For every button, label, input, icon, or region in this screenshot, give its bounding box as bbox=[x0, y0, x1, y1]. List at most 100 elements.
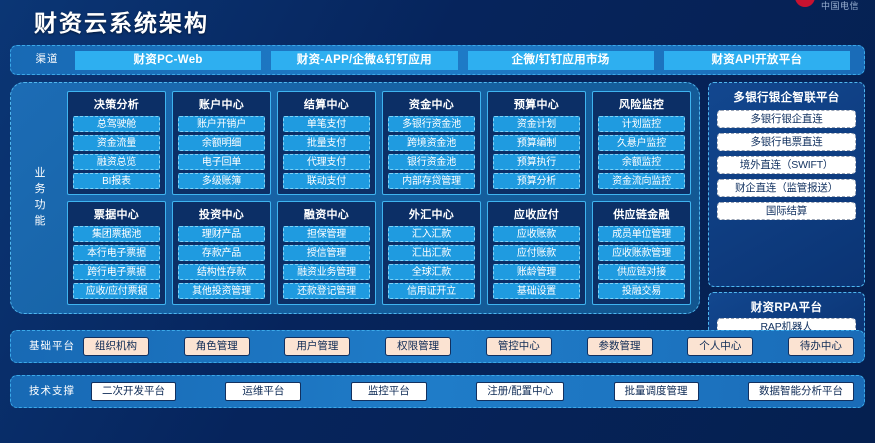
bank-panel-title: 多银行银企智联平台 bbox=[733, 92, 840, 104]
base-platform-band: 基础平台 组织机构 角色管理 用户管理 权限管理 管控中心 参数管理 个人中心 … bbox=[10, 330, 865, 363]
bank-panel-chip[interactable]: 财企直连（监管报送） bbox=[717, 179, 856, 197]
module-decision-analysis[interactable]: 决策分析 总驾驶舱 资金流量 融资总览 BI报表 bbox=[67, 91, 166, 195]
tech-support-chip[interactable]: 监控平台 bbox=[350, 382, 427, 401]
module-chip[interactable]: 本行电子票据 bbox=[73, 245, 160, 261]
module-chip[interactable]: 还款登记管理 bbox=[283, 283, 370, 299]
tech-support-chip[interactable]: 数据智能分析平台 bbox=[747, 382, 854, 401]
module-chip[interactable]: 单笔支付 bbox=[283, 116, 370, 132]
module-chip[interactable]: 应收/应付票据 bbox=[73, 283, 160, 299]
base-platform-chip[interactable]: 管控中心 bbox=[485, 337, 552, 356]
rpa-panel-title: 财资RPA平台 bbox=[750, 302, 823, 314]
tech-support-chip[interactable]: 批量调度管理 bbox=[613, 382, 699, 401]
module-chip[interactable]: 预算执行 bbox=[493, 154, 580, 170]
bank-panel-chip[interactable]: 多银行银企直连 bbox=[717, 110, 856, 128]
channel-chip[interactable]: 财资PC-Web bbox=[75, 50, 262, 70]
module-chip[interactable]: BI报表 bbox=[73, 173, 160, 189]
module-bill-center[interactable]: 票据中心 集团票据池 本行电子票据 跨行电子票据 应收/应付票据 bbox=[67, 201, 166, 305]
module-chip[interactable]: 账龄管理 bbox=[493, 264, 580, 280]
module-chip[interactable]: 批量支付 bbox=[283, 135, 370, 151]
tech-support-chip[interactable]: 二次开发平台 bbox=[91, 382, 176, 401]
module-chip[interactable]: 联动支付 bbox=[283, 173, 370, 189]
module-investment-center[interactable]: 投资中心 理财产品 存款产品 结构性存款 其他投资管理 bbox=[172, 201, 271, 305]
module-chip[interactable]: 内部存贷管理 bbox=[388, 173, 475, 189]
module-chip[interactable]: 电子回单 bbox=[178, 154, 265, 170]
module-chip[interactable]: 跨境资金池 bbox=[388, 135, 475, 151]
module-financing-center[interactable]: 融资中心 担保管理 授信管理 融资业务管理 还款登记管理 bbox=[277, 201, 376, 305]
business-module-row: 票据中心 集团票据池 本行电子票据 跨行电子票据 应收/应付票据 投资中心 理财… bbox=[67, 201, 691, 305]
channel-chip[interactable]: 财资API开放平台 bbox=[663, 50, 850, 70]
module-account-center[interactable]: 账户中心 账户开销户 余额明细 电子回单 多级账簿 bbox=[172, 91, 271, 195]
module-chip[interactable]: 担保管理 bbox=[283, 226, 370, 242]
module-title: 票据中心 bbox=[93, 209, 140, 221]
module-chip[interactable]: 资金流量 bbox=[73, 135, 160, 151]
module-chip[interactable]: 汇入汇款 bbox=[388, 226, 475, 242]
module-chip[interactable]: 资金计划 bbox=[493, 116, 580, 132]
module-chip[interactable]: 基础设置 bbox=[493, 283, 580, 299]
module-chip[interactable]: 其他投资管理 bbox=[178, 283, 265, 299]
module-receivable-payable[interactable]: 应收应付 应收账款 应付账款 账龄管理 基础设置 bbox=[487, 201, 586, 305]
module-chip[interactable]: 授信管理 bbox=[283, 245, 370, 261]
channel-chip[interactable]: 企微/钉钉应用市场 bbox=[467, 50, 654, 70]
module-chip[interactable]: 多银行资金池 bbox=[388, 116, 475, 132]
base-platform-chip[interactable]: 角色管理 bbox=[183, 337, 250, 356]
business-functions-label: 业 务 功 能 bbox=[15, 88, 65, 308]
module-chip[interactable]: 结构性存款 bbox=[178, 264, 265, 280]
module-budget-center[interactable]: 预算中心 资金计划 预算编制 预算执行 预算分析 bbox=[487, 91, 586, 195]
module-chip[interactable]: 跨行电子票据 bbox=[73, 264, 160, 280]
module-chip[interactable]: 投融交易 bbox=[598, 283, 685, 299]
module-title: 外汇中心 bbox=[408, 209, 455, 221]
module-chip[interactable]: 余额明细 bbox=[178, 135, 265, 151]
module-fund-center[interactable]: 资金中心 多银行资金池 跨境资金池 银行资金池 内部存贷管理 bbox=[382, 91, 481, 195]
module-chip[interactable]: 集团票据池 bbox=[73, 226, 160, 242]
base-platform-label: 基础平台 bbox=[29, 340, 75, 353]
module-chip[interactable]: 计划监控 bbox=[598, 116, 685, 132]
module-title: 风险监控 bbox=[618, 99, 665, 111]
bank-panel-chip[interactable]: 国际结算 bbox=[717, 202, 856, 220]
tech-support-label: 技术支撑 bbox=[29, 384, 75, 397]
module-chip[interactable]: 汇出汇款 bbox=[388, 245, 475, 261]
module-title: 投资中心 bbox=[198, 209, 245, 221]
module-title: 结算中心 bbox=[303, 99, 350, 111]
bank-panel-chip[interactable]: 境外直连（SWIFT） bbox=[717, 156, 856, 174]
bank-panel-chip[interactable]: 多银行电票直连 bbox=[717, 133, 856, 151]
module-chip[interactable]: 应付账款 bbox=[493, 245, 580, 261]
tech-support-chip[interactable]: 注册/配置中心 bbox=[476, 382, 565, 401]
business-label-char: 务 bbox=[34, 183, 46, 196]
module-supply-chain-finance[interactable]: 供应链金融 成员单位管理 应收账款管理 供应链对接 投融交易 bbox=[592, 201, 691, 305]
base-platform-chip[interactable]: 组织机构 bbox=[83, 337, 149, 356]
base-platform-chip[interactable]: 权限管理 bbox=[385, 337, 452, 356]
module-chip[interactable]: 融资总览 bbox=[73, 154, 160, 170]
module-chip[interactable]: 融资业务管理 bbox=[283, 264, 370, 280]
module-chip[interactable]: 预算编制 bbox=[493, 135, 580, 151]
module-chip[interactable]: 存款产品 bbox=[178, 245, 265, 261]
module-chip[interactable]: 全球汇款 bbox=[388, 264, 475, 280]
business-label-char: 能 bbox=[34, 214, 46, 227]
module-risk-monitoring[interactable]: 风险监控 计划监控 久悬户监控 余额监控 资金流向监控 bbox=[592, 91, 691, 195]
module-chip[interactable]: 预算分析 bbox=[493, 173, 580, 189]
base-platform-chip[interactable]: 个人中心 bbox=[687, 337, 754, 356]
channel-chip[interactable]: 财资-APP/企微&钉钉应用 bbox=[271, 50, 458, 70]
module-chip[interactable]: 信用证开立 bbox=[388, 283, 475, 299]
module-chip[interactable]: 余额监控 bbox=[598, 154, 685, 170]
module-chip[interactable]: 成员单位管理 bbox=[598, 226, 685, 242]
base-platform-chip[interactable]: 待办中心 bbox=[787, 337, 854, 356]
module-chip[interactable]: 总驾驶舱 bbox=[73, 116, 160, 132]
module-chip[interactable]: 理财产品 bbox=[178, 226, 265, 242]
module-chip[interactable]: 代理支付 bbox=[283, 154, 370, 170]
business-label-char: 业 bbox=[34, 167, 46, 180]
module-chip[interactable]: 账户开销户 bbox=[178, 116, 265, 132]
module-settlement-center[interactable]: 结算中心 单笔支付 批量支付 代理支付 联动支付 bbox=[277, 91, 376, 195]
module-chip[interactable]: 多级账簿 bbox=[178, 173, 265, 189]
page-title: 财资云系统架构 bbox=[34, 10, 209, 36]
module-chip[interactable]: 应收账款 bbox=[493, 226, 580, 242]
base-platform-chip[interactable]: 用户管理 bbox=[284, 337, 351, 356]
base-platform-chip[interactable]: 参数管理 bbox=[586, 337, 653, 356]
module-title: 供应链金融 bbox=[613, 209, 670, 221]
tech-support-chip[interactable]: 运维平台 bbox=[225, 382, 302, 401]
module-chip[interactable]: 久悬户监控 bbox=[598, 135, 685, 151]
module-chip[interactable]: 资金流向监控 bbox=[598, 173, 685, 189]
module-chip[interactable]: 应收账款管理 bbox=[598, 245, 685, 261]
module-chip[interactable]: 供应链对接 bbox=[598, 264, 685, 280]
module-chip[interactable]: 银行资金池 bbox=[388, 154, 475, 170]
module-forex-center[interactable]: 外汇中心 汇入汇款 汇出汇款 全球汇款 信用证开立 bbox=[382, 201, 481, 305]
